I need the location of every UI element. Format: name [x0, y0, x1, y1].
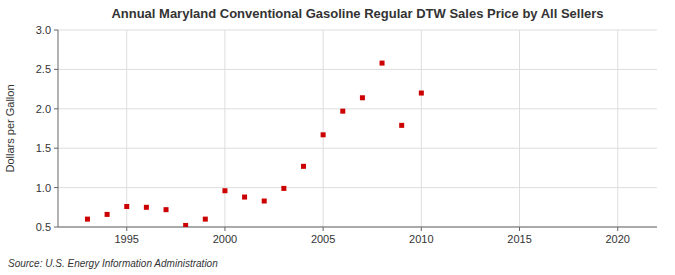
- point: [360, 95, 365, 100]
- point: [340, 109, 345, 114]
- y-axis-line: [58, 30, 59, 227]
- point: [399, 123, 404, 128]
- x-tick: [519, 227, 520, 231]
- x-tick: [126, 227, 127, 231]
- x-tick: [323, 227, 324, 231]
- point: [281, 186, 286, 191]
- y-tick: [54, 148, 58, 149]
- y-tick-label: 0.5: [36, 221, 51, 233]
- x-grid-line: [421, 30, 422, 227]
- y-tick-label: 1.5: [36, 142, 51, 154]
- point: [262, 198, 267, 203]
- point: [85, 217, 90, 222]
- chart: 1995 2000 2005 2010 2015 2020 0.5 1.0 1.5 2.0 2.5 3…: [0, 0, 675, 275]
- point: [321, 132, 326, 137]
- x-tick-label: 2010: [409, 233, 433, 245]
- y-grid-line: [58, 108, 657, 109]
- point: [380, 61, 385, 66]
- point: [164, 207, 169, 212]
- x-grid-line: [224, 30, 225, 227]
- point: [419, 91, 424, 96]
- source-note: Source: U.S. Energy Information Administ…: [8, 258, 218, 269]
- x-grid-line: [617, 30, 618, 227]
- y-tick: [54, 227, 58, 228]
- y-tick: [54, 30, 58, 31]
- y-tick-label: 1.0: [36, 182, 51, 194]
- x-tick-label: 2000: [213, 233, 237, 245]
- grid: [58, 30, 657, 227]
- x-tick: [224, 227, 225, 231]
- point: [105, 212, 110, 217]
- y-axis-label: Dollars per Gallon: [4, 84, 16, 172]
- point: [242, 195, 247, 200]
- y-grid-line: [58, 187, 657, 188]
- point: [183, 223, 188, 227]
- y-ticks: 0.5 1.0 1.5 2.0 2.5 3.0: [36, 24, 58, 233]
- y-grid-line: [58, 30, 657, 31]
- y-tick: [54, 187, 58, 188]
- x-tick: [421, 227, 422, 231]
- y-tick: [54, 69, 58, 70]
- x-axis-line: [58, 227, 657, 228]
- y-grid-line: [58, 69, 657, 70]
- y-tick-label: 3.0: [36, 24, 51, 36]
- point: [124, 204, 129, 209]
- x-tick-label: 2015: [507, 233, 531, 245]
- points: [85, 61, 424, 227]
- x-tick: [617, 227, 618, 231]
- y-grid-line: [58, 227, 657, 228]
- x-tick-label: 1995: [114, 233, 138, 245]
- point: [222, 188, 227, 193]
- x-ticks: 1995 2000 2005 2010 2015 2020: [114, 227, 629, 245]
- y-grid-line: [58, 148, 657, 149]
- x-grid-line: [323, 30, 324, 227]
- x-tick-label: 2005: [311, 233, 335, 245]
- y-tick: [54, 108, 58, 109]
- x-tick-label: 2020: [605, 233, 629, 245]
- x-grid-line: [519, 30, 520, 227]
- point: [301, 164, 306, 169]
- x-grid-line: [126, 30, 127, 227]
- point: [203, 217, 208, 222]
- y-tick-label: 2.5: [36, 63, 51, 75]
- title: Annual Maryland Conventional Gasoline Re…: [111, 6, 603, 21]
- y-tick-label: 2.0: [36, 103, 51, 115]
- point: [144, 205, 149, 210]
